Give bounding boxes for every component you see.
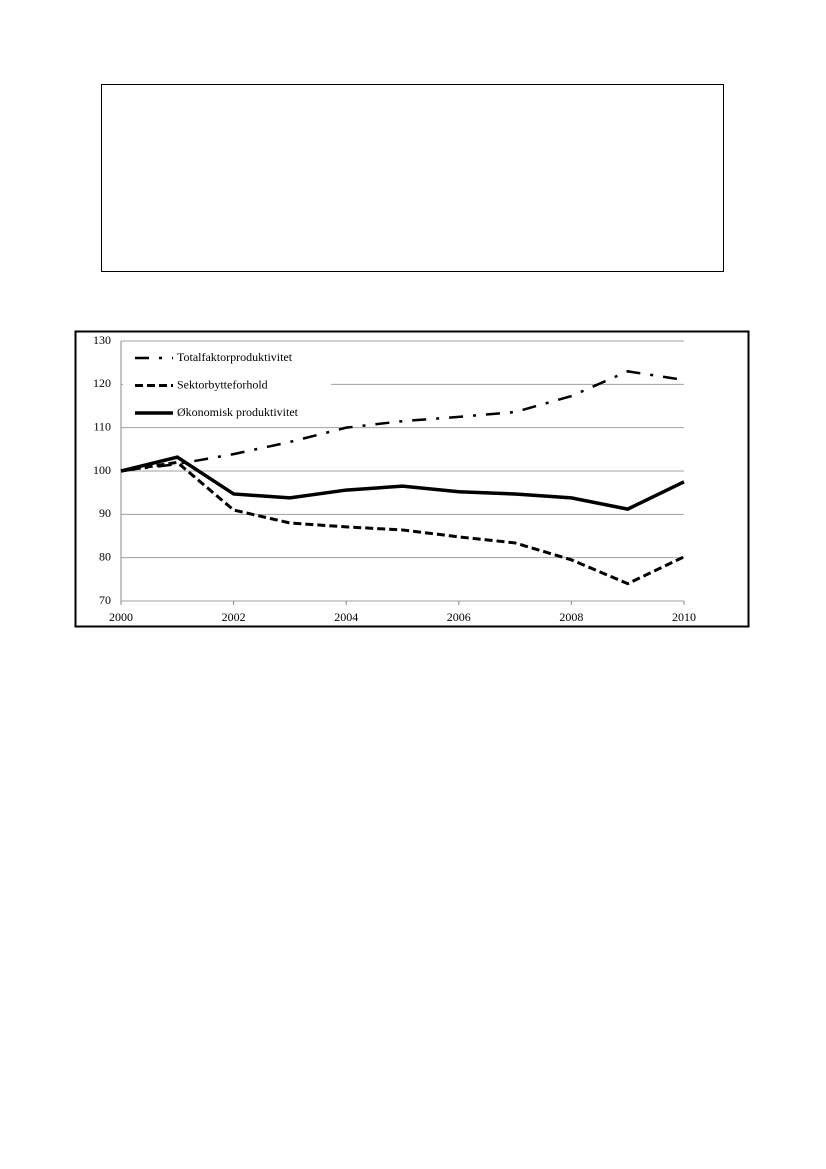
x-tick-label: 2008	[559, 610, 583, 624]
y-tick-label: 100	[93, 463, 111, 477]
empty-box	[101, 84, 724, 272]
y-tick-label: 110	[93, 419, 111, 433]
grid: 70 80 90 100 110 120 130 2000 2002 2004 2006 2008 20…	[93, 333, 696, 624]
series-line	[120, 455, 685, 511]
legend: Totalfaktorproduktivitet Sektorbytteforho…	[123, 344, 331, 426]
x-tick-label: 2006	[447, 610, 471, 624]
y-tick-label: 90	[99, 506, 111, 520]
x-tick-label: 2000	[109, 610, 133, 624]
legend-label: Totalfaktorproduktivitet	[177, 350, 293, 364]
y-tick-label: 130	[93, 333, 111, 347]
legend-label: Sektorbytteforhold	[177, 377, 268, 391]
y-tick-label: 120	[93, 376, 111, 390]
lines	[120, 370, 685, 586]
x-tick-label: 2002	[222, 610, 246, 624]
series-line	[120, 460, 685, 586]
legend-label: Økonomisk produktivitet	[177, 405, 299, 419]
y-tick-label: 80	[99, 549, 111, 563]
y-tick-label: 70	[99, 593, 111, 607]
x-tick-label: 2010	[672, 610, 696, 624]
x-tick-label: 2004	[334, 610, 358, 624]
